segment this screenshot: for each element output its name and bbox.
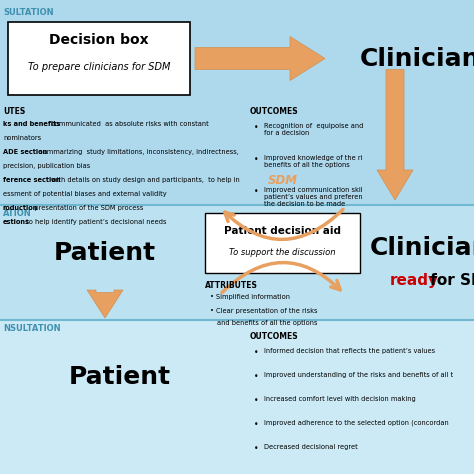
Text: Clinician: Clinician bbox=[360, 46, 474, 71]
Text: To support the discussion: To support the discussion bbox=[229, 248, 336, 257]
Text: essment of potential biases and external validity: essment of potential biases and external… bbox=[3, 191, 167, 197]
FancyBboxPatch shape bbox=[8, 22, 190, 95]
Text: with details on study design and participants,  to help in: with details on study design and partici… bbox=[49, 177, 239, 183]
Text: •: • bbox=[254, 187, 258, 196]
Text: To prepare clinicians for SDM: To prepare clinicians for SDM bbox=[28, 62, 170, 72]
Text: •: • bbox=[254, 372, 258, 381]
Text: summarizing  study limitations, inconsistency, indirectness,: summarizing study limitations, inconsist… bbox=[36, 149, 238, 155]
Text: Improved adherence to the selected option (concordan: Improved adherence to the selected optio… bbox=[264, 420, 449, 427]
Text: Informed decision that reflects the patient’s values: Informed decision that reflects the pati… bbox=[264, 348, 435, 354]
Text: NSULTATION: NSULTATION bbox=[3, 324, 61, 333]
Text: • Clear presentation of the risks: • Clear presentation of the risks bbox=[210, 308, 318, 313]
Text: Increased comfort level with decision making: Increased comfort level with decision ma… bbox=[264, 396, 416, 402]
Text: ks and benefits: ks and benefits bbox=[3, 121, 60, 127]
Text: estions: estions bbox=[3, 219, 30, 225]
Text: • Simplified information: • Simplified information bbox=[210, 294, 290, 301]
Text: ready: ready bbox=[390, 273, 439, 288]
Bar bbox=[0, 0, 474, 205]
Text: Patient: Patient bbox=[54, 240, 156, 264]
FancyBboxPatch shape bbox=[205, 212, 360, 273]
Text: •: • bbox=[254, 155, 258, 164]
Text: ATTRIBUTES: ATTRIBUTES bbox=[205, 281, 258, 290]
Text: OUTCOMES: OUTCOMES bbox=[250, 332, 299, 341]
Text: •: • bbox=[254, 420, 258, 429]
Text: roduction: roduction bbox=[3, 205, 38, 211]
Text: SULTATION: SULTATION bbox=[3, 8, 54, 17]
Text: nominators: nominators bbox=[3, 135, 41, 141]
Text: Recognition of  equipoise and
for a decision: Recognition of equipoise and for a decis… bbox=[264, 123, 364, 136]
Text: ATION: ATION bbox=[3, 209, 32, 218]
Text: Clinician: Clinician bbox=[370, 236, 474, 259]
Text: •: • bbox=[254, 396, 258, 405]
Text: SDM: SDM bbox=[267, 174, 298, 187]
Polygon shape bbox=[195, 36, 325, 81]
Text: •: • bbox=[254, 123, 258, 132]
Polygon shape bbox=[377, 70, 413, 200]
Text: precision, publication bias: precision, publication bias bbox=[3, 163, 90, 169]
Polygon shape bbox=[87, 290, 123, 318]
Text: Patient: Patient bbox=[69, 365, 171, 389]
Text: ference section: ference section bbox=[3, 177, 60, 183]
Text: Improved communication skil
patient’s values and preferen
the decision to be mad: Improved communication skil patient’s va… bbox=[264, 187, 363, 207]
Text: •: • bbox=[254, 348, 258, 357]
Text: Patient decision aid: Patient decision aid bbox=[224, 226, 341, 236]
Text: ADE section: ADE section bbox=[3, 149, 47, 155]
Text: for SD: for SD bbox=[425, 273, 474, 288]
Text: •: • bbox=[254, 444, 258, 453]
Text: : presentation of the SDM process: : presentation of the SDM process bbox=[30, 205, 144, 211]
Text: Improved understanding of the risks and benefits of all t: Improved understanding of the risks and … bbox=[264, 372, 453, 378]
Bar bbox=[0, 320, 474, 474]
Text: Improved knowledge of the ri
benefits of all the options: Improved knowledge of the ri benefits of… bbox=[264, 155, 363, 168]
Bar bbox=[0, 205, 474, 320]
Text: OUTCOMES: OUTCOMES bbox=[250, 107, 299, 116]
Text: Decision box: Decision box bbox=[49, 33, 149, 47]
Text: to help identify patient’s decisional needs: to help identify patient’s decisional ne… bbox=[24, 219, 167, 225]
Text: and benefits of all the options: and benefits of all the options bbox=[217, 319, 318, 326]
Text: Decreased decisional regret: Decreased decisional regret bbox=[264, 444, 358, 450]
Text: UTES: UTES bbox=[3, 107, 25, 116]
Text: communicated  as absolute risks with constant: communicated as absolute risks with cons… bbox=[49, 121, 209, 127]
